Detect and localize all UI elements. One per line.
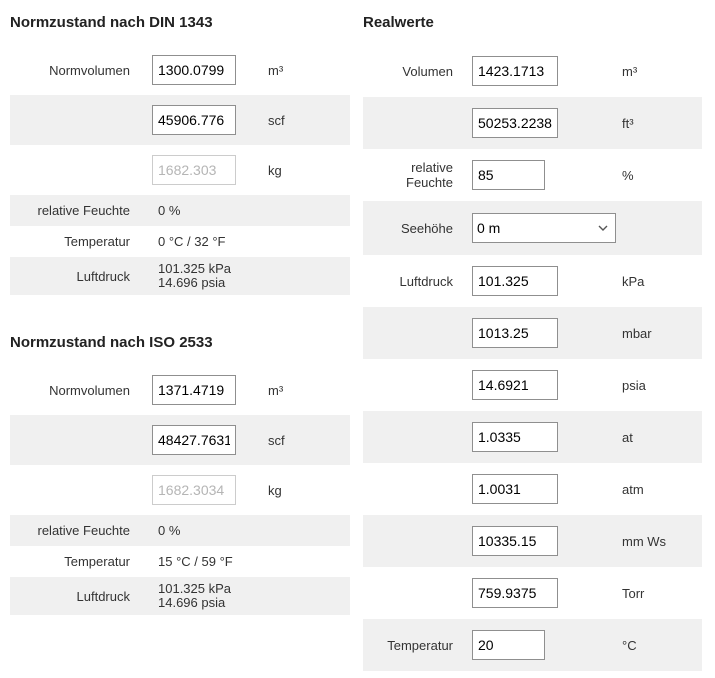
relative-feuchte-label: relative Feuchte (37, 523, 131, 538)
din-luftdruck-kpa: 101.325 kPa (158, 261, 232, 276)
luftdruck-torr-row: Torr (363, 567, 702, 619)
din-feuchte-value: 0 % (158, 203, 181, 218)
volumen-row: Volumen m³ (363, 45, 702, 97)
iso-kg-row: kg (10, 465, 350, 515)
unit-percent: % (622, 167, 634, 183)
luftdruck-mbar-input[interactable] (472, 318, 558, 348)
din-kg-row: kg (10, 145, 350, 195)
unit-kg: kg (268, 162, 282, 178)
din-luftdruck-psia: 14.696 psia (158, 275, 226, 290)
din-normvolumen-scf-input[interactable] (152, 105, 236, 135)
seehoehe-row: Seehöhe 0 m (363, 201, 702, 255)
din-temperatur-row: Temperatur 0 °C / 32 °F (10, 226, 350, 257)
volumen-m3-input[interactable] (472, 56, 558, 86)
temperatur-label: Temperatur (64, 554, 130, 569)
temperatur-row: Temperatur °C (363, 619, 702, 671)
unit-ft3: ft³ (622, 115, 634, 131)
relative-feuchte-label: relative Feuchte (37, 203, 131, 218)
luftdruck-atm-row: atm (363, 463, 702, 515)
realwerte-heading: Realwerte (363, 14, 434, 31)
unit-kg: kg (268, 482, 282, 498)
luftdruck-psia-row: psia (363, 359, 702, 411)
iso-luftdruck-value: 101.325 kPa 14.696 psia (152, 582, 231, 610)
unit-celsius: °C (622, 637, 637, 653)
unit-m3: m³ (268, 62, 284, 78)
volumen-ft3-input[interactable] (472, 108, 558, 138)
luftdruck-label: Luftdruck (76, 268, 130, 284)
unit-torr: Torr (622, 585, 645, 601)
unit-mbar: mbar (622, 325, 652, 341)
volumen-label: Volumen (402, 63, 453, 79)
unit-atm: atm (622, 481, 644, 497)
luftdruck-at-row: at (363, 411, 702, 463)
normvolumen-label: Normvolumen (49, 62, 130, 78)
realwerte-column: Realwerte Volumen m³ ft³ relative Feucht… (363, 0, 702, 671)
din-1343-heading: Normzustand nach DIN 1343 (10, 14, 213, 31)
iso-mass-kg-input-disabled (152, 475, 236, 505)
din-luftdruck-row: Luftdruck 101.325 kPa 14.696 psia (10, 257, 350, 295)
iso-normvolumen-row: Normvolumen m³ (10, 365, 350, 415)
din-normvolumen-row: Normvolumen m³ (10, 45, 350, 95)
iso-scf-row: scf (10, 415, 350, 465)
iso-temperatur-value: 15 °C / 59 °F (158, 554, 233, 569)
luftdruck-psia-input[interactable] (472, 370, 558, 400)
unit-m3: m³ (268, 382, 284, 398)
iso-normvolumen-scf-input[interactable] (152, 425, 236, 455)
din-mass-kg-input-disabled (152, 155, 236, 185)
temperatur-label: Temperatur (64, 234, 130, 249)
iso-normvolumen-m3-input[interactable] (152, 375, 236, 405)
iso-temperatur-row: Temperatur 15 °C / 59 °F (10, 546, 350, 577)
unit-scf: scf (268, 432, 285, 448)
feuchte-row: relative Feuchte % (363, 149, 702, 201)
seehoehe-select[interactable]: 0 m (472, 213, 616, 243)
relative-feuchte-input[interactable] (472, 160, 545, 190)
luftdruck-mmws-row: mm Ws (363, 515, 702, 567)
din-luftdruck-value: 101.325 kPa 14.696 psia (152, 262, 231, 290)
unit-mmws: mm Ws (622, 533, 667, 549)
luftdruck-label: Luftdruck (399, 273, 453, 289)
luftdruck-mbar-row: mbar (363, 307, 702, 359)
luftdruck-label: Luftdruck (76, 588, 130, 604)
luftdruck-torr-input[interactable] (472, 578, 558, 608)
unit-psia: psia (622, 377, 646, 393)
luftdruck-kpa-input[interactable] (472, 266, 558, 296)
unit-kpa: kPa (622, 273, 645, 289)
luftdruck-kpa-row: Luftdruck kPa (363, 255, 702, 307)
unit-at: at (622, 429, 633, 445)
iso-feuchte-value: 0 % (158, 523, 181, 538)
iso-luftdruck-psia: 14.696 psia (158, 595, 226, 610)
volumen-ft3-row: ft³ (363, 97, 702, 149)
iso-feuchte-row: relative Feuchte 0 % (10, 515, 350, 546)
iso-luftdruck-row: Luftdruck 101.325 kPa 14.696 psia (10, 577, 350, 615)
luftdruck-mmws-input[interactable] (472, 526, 558, 556)
luftdruck-atm-input[interactable] (472, 474, 558, 504)
din-temperatur-value: 0 °C / 32 °F (158, 234, 226, 249)
temperatur-label: Temperatur (387, 637, 453, 653)
din-scf-row: scf (10, 95, 350, 145)
normvolumen-label: Normvolumen (49, 382, 130, 398)
norm-column: Normzustand nach DIN 1343 Normvolumen m³… (10, 0, 350, 615)
iso-2533-heading: Normzustand nach ISO 2533 (10, 334, 213, 351)
luftdruck-at-input[interactable] (472, 422, 558, 452)
seehoehe-label: Seehöhe (400, 220, 453, 236)
relative-feuchte-label: relative Feuchte (406, 160, 453, 190)
unit-m3: m³ (622, 63, 638, 79)
unit-scf: scf (268, 112, 285, 128)
din-normvolumen-m3-input[interactable] (152, 55, 236, 85)
temperatur-celsius-input[interactable] (472, 630, 545, 660)
iso-luftdruck-kpa: 101.325 kPa (158, 581, 232, 596)
din-feuchte-row: relative Feuchte 0 % (10, 195, 350, 226)
